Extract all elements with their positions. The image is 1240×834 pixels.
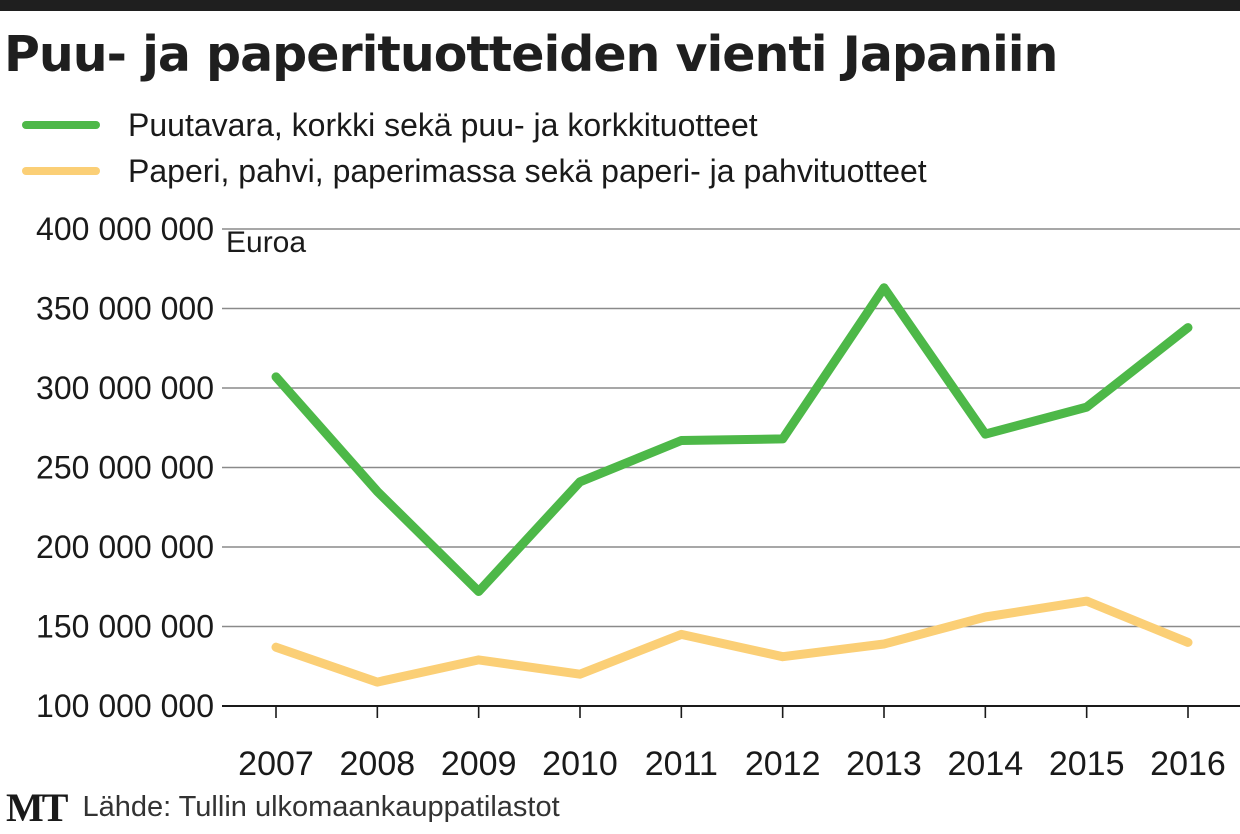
- x-tick-label: 2013: [846, 745, 922, 783]
- x-tick-label: 2012: [745, 745, 821, 783]
- legend: Puutavara, korkki sekä puu- ja korkkituo…: [22, 102, 927, 194]
- legend-swatch-paper: [22, 167, 100, 175]
- x-tick-label: 2008: [340, 745, 416, 783]
- legend-label-paper: Paperi, pahvi, paperimassa sekä paperi- …: [128, 152, 927, 189]
- y-tick-label: 200 000 000: [36, 529, 214, 565]
- legend-label-wood: Puutavara, korkki sekä puu- ja korkkituo…: [128, 106, 758, 143]
- legend-item-paper: Paperi, pahvi, paperimassa sekä paperi- …: [22, 148, 927, 194]
- y-tick-label: 150 000 000: [36, 609, 214, 645]
- source-note: Lähde: Tullin ulkomaankauppatilastot: [82, 791, 560, 823]
- x-tick-label: 2009: [441, 745, 517, 783]
- mt-logo: MT: [6, 785, 68, 830]
- x-tick-label: 2015: [1049, 745, 1125, 783]
- legend-item-wood: Puutavara, korkki sekä puu- ja korkkituo…: [22, 102, 927, 148]
- line-chart: 100 000 000 150 000 000 200 000 000 250 000…: [36, 211, 1240, 783]
- x-tick-label: 2016: [1150, 745, 1226, 783]
- y-tick-label: 250 000 000: [36, 450, 214, 486]
- y-tick-label: 300 000 000: [36, 370, 214, 406]
- x-tick-label: 2014: [948, 745, 1024, 783]
- y-tick-label: 400 000 000: [36, 211, 214, 247]
- chart-title: Puu- ja paperituotteiden vienti Japaniin: [4, 26, 1058, 83]
- series-line-wood: [271, 283, 1193, 596]
- top-rule: [0, 0, 1240, 11]
- y-axis-unit-label: Euroa: [226, 226, 306, 259]
- x-tick-label: 2010: [542, 745, 618, 783]
- x-tick-label: 2011: [645, 745, 718, 783]
- series-line-paper: [271, 596, 1193, 687]
- x-tick-label: 2007: [238, 745, 314, 783]
- y-tick-label: 100 000 000: [36, 688, 214, 724]
- footer: MT Lähde: Tullin ulkomaankauppatilastot: [6, 784, 560, 831]
- y-tick-label: 350 000 000: [36, 291, 214, 327]
- legend-swatch-wood: [22, 121, 100, 129]
